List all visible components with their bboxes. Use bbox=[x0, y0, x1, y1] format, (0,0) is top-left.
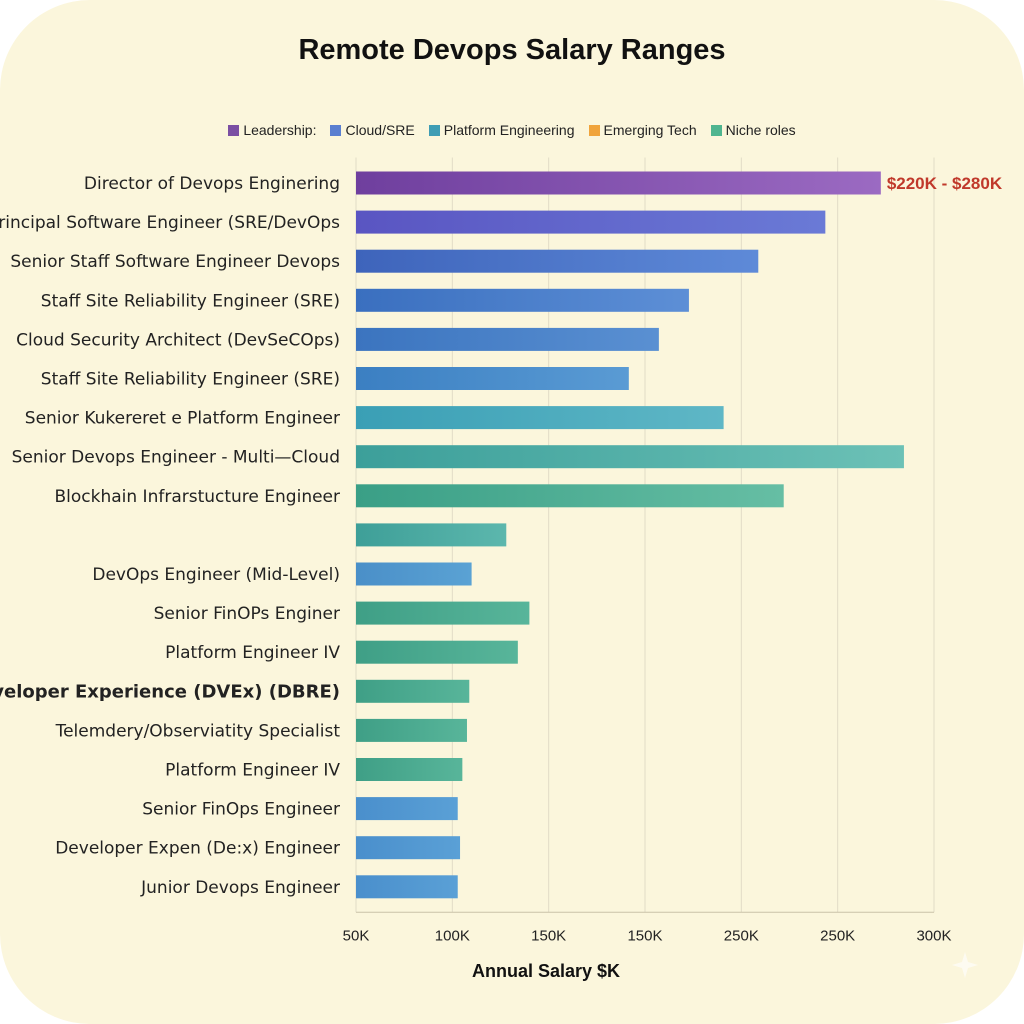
legend-swatch bbox=[710, 124, 722, 136]
legend-item-emerging-tech: Emerging Tech bbox=[588, 120, 697, 140]
category-label: DevOps Engineer (Mid-Level) bbox=[92, 565, 340, 585]
x-tick-label: 150K bbox=[627, 927, 662, 944]
legend-item-leadership: Leadership: bbox=[228, 120, 316, 140]
bar bbox=[356, 875, 458, 899]
legend-item-cloud-sre: Cloud/SRE bbox=[330, 120, 415, 140]
category-label: Staff Site Reliability Engineer (SRE) bbox=[41, 370, 340, 390]
legend-label: Emerging Tech bbox=[603, 122, 697, 138]
bar bbox=[356, 406, 724, 430]
bar bbox=[356, 562, 472, 586]
bar bbox=[356, 836, 461, 860]
category-label: Senior Kukereret e Platform Engineer bbox=[25, 409, 340, 429]
bar bbox=[356, 523, 507, 547]
sparkle-icon bbox=[952, 952, 978, 978]
bar bbox=[356, 758, 463, 781]
chart-legend: Leadership: Cloud/SRE Platform Engineeri… bbox=[0, 120, 1024, 140]
legend-swatch bbox=[228, 124, 240, 136]
legend-swatch bbox=[588, 124, 600, 136]
category-label: Junior Devops Engineer bbox=[140, 878, 340, 898]
bar bbox=[356, 171, 881, 195]
x-tick-label: 300K bbox=[916, 927, 951, 944]
category-label: Senior FinOPs Enginer bbox=[154, 604, 340, 624]
category-label: Senior FinOps Engineer bbox=[142, 800, 340, 820]
x-tick-label: 150K bbox=[531, 927, 566, 944]
category-label: Principal Software Engineer (SRE/DevOps bbox=[0, 213, 340, 233]
category-label: Telemdery/Observiatity Specialist bbox=[55, 721, 341, 741]
bar-annotation: $220K - $280K bbox=[887, 174, 1003, 193]
legend-label: Cloud/SRE bbox=[345, 122, 415, 138]
category-label: Developer Expen (De:x) Engineer bbox=[55, 839, 340, 859]
category-label: Senior Devops Engineer - Multi—Cloud bbox=[12, 448, 340, 468]
bar bbox=[356, 288, 689, 312]
category-label: Cloud Security Architect (DevSeCOps) bbox=[16, 330, 340, 350]
x-tick-label: 50K bbox=[343, 927, 370, 944]
chart-title: Remote Devops Salary Ranges bbox=[298, 34, 726, 66]
x-tick-label: 100K bbox=[435, 927, 470, 944]
bar bbox=[356, 797, 458, 821]
bar bbox=[356, 210, 826, 234]
bar bbox=[356, 640, 518, 664]
x-tick-label: 250K bbox=[724, 927, 759, 944]
category-label: Platform Engineer IV bbox=[165, 643, 340, 663]
bar bbox=[356, 367, 629, 390]
legend-label: Platform Engineering bbox=[443, 122, 575, 138]
bar bbox=[356, 249, 759, 273]
bar bbox=[356, 718, 467, 742]
bar bbox=[356, 445, 904, 469]
category-label: Platform Engineer IV bbox=[165, 761, 340, 781]
legend-item-platform-engineering: Platform Engineering bbox=[428, 120, 575, 140]
legend-label: Leadership: bbox=[243, 122, 317, 138]
bar bbox=[356, 679, 470, 703]
bar bbox=[356, 601, 530, 625]
category-label: Director of Devops Enginering bbox=[84, 174, 340, 194]
legend-swatch bbox=[428, 124, 440, 136]
legend-item-niche-roles: Niche roles bbox=[710, 120, 796, 140]
x-tick-label: 250K bbox=[820, 927, 855, 944]
legend-label: Niche roles bbox=[725, 122, 796, 138]
category-label: Senior Staff Software Engineer Devops bbox=[10, 252, 340, 272]
x-axis-label: Annual Salary $K bbox=[471, 961, 621, 981]
category-label: Blockhain Infrarstucture Engineer bbox=[54, 487, 340, 507]
legend-swatch bbox=[330, 124, 342, 136]
bar bbox=[356, 484, 784, 508]
category-label: Developer Experience (DVEx) (DBRE) bbox=[0, 681, 340, 702]
bar bbox=[356, 327, 659, 351]
category-label: Staff Site Reliability Engineer (SRE) bbox=[41, 291, 340, 311]
